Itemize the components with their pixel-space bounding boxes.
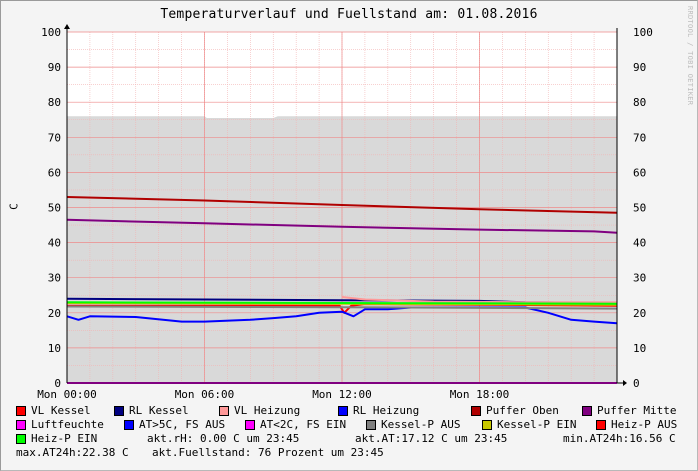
legend-swatch xyxy=(471,406,481,416)
legend-swatch xyxy=(219,406,229,416)
watermark: RRDTOOL / TOBI OETIKER xyxy=(686,6,694,106)
legend-item-puffer-oben: Puffer Oben xyxy=(471,404,559,418)
legend-label: VL Heizung xyxy=(234,404,301,417)
series-line xyxy=(341,296,617,304)
y-tick-label-right: 0 xyxy=(633,377,640,390)
x-axis-arrow xyxy=(623,380,627,386)
chart-svg: 0 0 10 10 20 20 30 30 40 40 50 50 60 60 70 70 80 80 90 90 10… xyxy=(37,24,653,400)
legend-swatch xyxy=(16,434,26,444)
y-tick-label-right: 10 xyxy=(633,342,646,355)
y-tick-label-left: 90 xyxy=(48,61,61,74)
legend-label: AT<2C, FS EIN xyxy=(260,418,347,431)
y-tick-label-right: 50 xyxy=(633,202,646,215)
legend-row-4: max.AT24h:22.38 C akt.Fuellstand: 76 Pro… xyxy=(16,446,696,460)
legend-row-3: Heiz-P EIN akt.rH: 0.00 C um 23:45 akt.A… xyxy=(16,432,696,446)
legend-label: RL Heizung xyxy=(353,404,420,417)
legend-swatch xyxy=(16,420,26,430)
stat-min: min.AT24h:16.56 C xyxy=(563,432,676,445)
x-tick-label: Mon 06:00 xyxy=(175,388,235,400)
y-tick-label-right: 70 xyxy=(633,131,646,144)
legend-item-heiz-p-aus: Heiz-P AUS xyxy=(596,418,677,432)
legend-item-kessel-p-aus: Kessel-P AUS xyxy=(366,418,460,432)
y-tick-label-left: 60 xyxy=(48,166,61,179)
x-tick-label: Mon 00:00 xyxy=(37,388,97,400)
stat-rh: akt.rH: 0.00 C um 23:45 xyxy=(147,432,300,445)
legend-label: Kessel-P EIN xyxy=(497,418,577,431)
legend-item-heiz-p-ein: Heiz-P EIN xyxy=(16,432,97,446)
legend-label: RL Kessel xyxy=(129,404,189,417)
stat-max: max.AT24h:22.38 C xyxy=(16,446,129,459)
y-tick-label-right: 20 xyxy=(633,307,646,320)
legend-label: VL Kessel xyxy=(31,404,91,417)
series-line xyxy=(66,196,618,214)
x-tick-label: Mon 12:00 xyxy=(312,388,372,400)
stat-fuellstand: akt.Fuellstand: 76 Prozent um 23:45 xyxy=(152,446,384,459)
y-tick-label-left: 30 xyxy=(48,272,61,285)
legend-item-at-lt2c: AT<2C, FS EIN xyxy=(245,418,346,432)
legend-swatch xyxy=(366,420,376,430)
legend-row-2: Luftfeuchte AT>5C, FS AUS AT<2C, FS EIN … xyxy=(16,418,696,432)
stat-at: akt.AT:17.12 C um 23:45 xyxy=(355,432,508,445)
y-tick-label-right: 90 xyxy=(633,61,646,74)
legend-item-rl-heizung: RL Heizung xyxy=(338,404,419,418)
legend-swatch xyxy=(245,420,255,430)
y-tick-label-right: 30 xyxy=(633,272,646,285)
legend-item-vl-kessel: VL Kessel xyxy=(16,404,91,418)
legend-item-kessel-p-ein: Kessel-P EIN xyxy=(482,418,576,432)
legend-swatch xyxy=(338,406,348,416)
y-tick-label-right: 80 xyxy=(633,96,646,109)
series-line xyxy=(66,305,618,310)
legend-label: Heiz-P EIN xyxy=(31,432,98,445)
series-line xyxy=(66,306,618,325)
legend-label: Luftfeuchte xyxy=(31,418,104,431)
y-tick-label-right: 40 xyxy=(633,237,646,250)
legend-item-luftfeuchte: Luftfeuchte xyxy=(16,418,104,432)
legend-swatch xyxy=(582,406,592,416)
legend-label: AT>5C, FS AUS xyxy=(139,418,226,431)
chart-title: Temperaturverlauf und Fuellstand am: 01.… xyxy=(160,7,538,22)
y-tick-label-left: 80 xyxy=(48,96,61,109)
legend-label: Puffer Oben xyxy=(486,404,559,417)
legend: VL Kessel RL Kessel VL Heizung RL Heizun… xyxy=(16,404,696,460)
y-tick-label-left: 20 xyxy=(48,307,61,320)
y-tick-label-left: 40 xyxy=(48,237,61,250)
y-tick-label-left: 100 xyxy=(41,26,61,39)
legend-row-1: VL Kessel RL Kessel VL Heizung RL Heizun… xyxy=(16,404,696,418)
series-line xyxy=(66,218,618,234)
y-tick-label-right: 60 xyxy=(633,166,646,179)
legend-swatch xyxy=(124,420,134,430)
legend-swatch xyxy=(596,420,606,430)
legend-swatch xyxy=(482,420,492,430)
y-axis-arrow xyxy=(64,24,70,29)
legend-item-vl-heizung: VL Heizung xyxy=(219,404,300,418)
y-tick-label-left: 50 xyxy=(48,202,61,215)
legend-item-rl-kessel: RL Kessel xyxy=(114,404,189,418)
x-tick-label: Mon 18:00 xyxy=(450,388,510,400)
legend-label: Heiz-P AUS xyxy=(611,418,678,431)
y-tick-label-right: 100 xyxy=(633,26,653,39)
legend-item-at-gt5c: AT>5C, FS AUS xyxy=(124,418,225,432)
y-tick-label-left: 10 xyxy=(48,342,61,355)
legend-item-puffer-mitte: Puffer Mitte xyxy=(582,404,676,418)
legend-swatch xyxy=(114,406,124,416)
legend-swatch xyxy=(16,406,26,416)
y-tick-label-left: 70 xyxy=(48,131,61,144)
legend-label: Puffer Mitte xyxy=(597,404,677,417)
y-tick-label-left: 0 xyxy=(54,377,61,390)
series-line xyxy=(66,301,618,305)
legend-label: Kessel-P AUS xyxy=(381,418,461,431)
